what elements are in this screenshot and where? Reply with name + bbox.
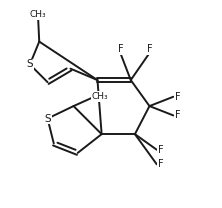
Text: F: F: [117, 44, 123, 54]
Text: F: F: [175, 110, 180, 120]
Text: CH₃: CH₃: [92, 92, 109, 101]
Text: S: S: [44, 114, 51, 124]
Text: F: F: [147, 44, 152, 54]
Text: S: S: [27, 59, 33, 69]
Text: F: F: [158, 159, 164, 169]
Text: F: F: [158, 145, 164, 155]
Text: CH₃: CH₃: [30, 10, 47, 19]
Text: F: F: [175, 92, 180, 102]
